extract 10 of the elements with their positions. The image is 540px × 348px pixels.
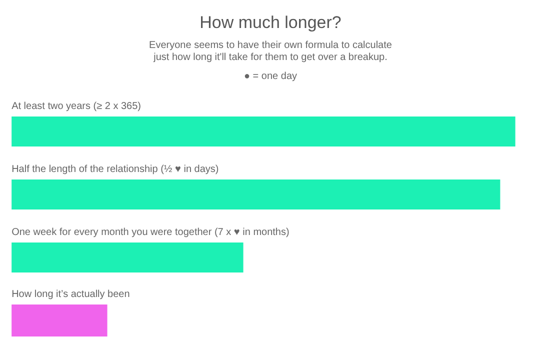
bar: [12, 242, 244, 272]
y-tick-label: Half the length of the relationship (½ ♥ in days): [12, 164, 219, 175]
annotation: ● = one day: [244, 71, 298, 82]
y-tick-label: One week for every month you were together (7 x ♥ in months): [12, 227, 290, 238]
bar: [12, 180, 500, 210]
y-tick-label: At least two years (≥ 2 x 365): [12, 101, 142, 112]
y-tick-label: How long it’s actually been: [12, 289, 130, 300]
bar: [12, 116, 516, 146]
chart-subtitle: Everyone seems to have their own formula to calculate just how long it'll take for them to get over a breakup.: [149, 40, 392, 63]
chart-title: How much longer?: [200, 13, 342, 32]
